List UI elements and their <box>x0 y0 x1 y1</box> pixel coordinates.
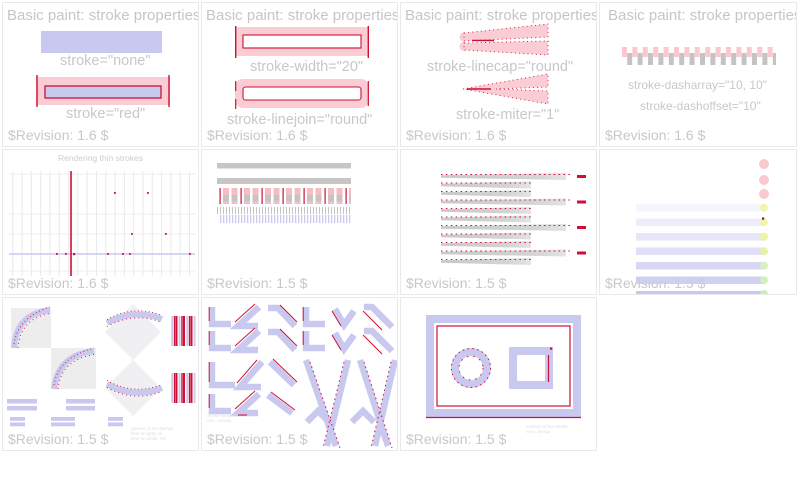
blue-comb-row <box>219 215 352 223</box>
inner-rect-outline <box>242 86 362 101</box>
blue-rect-red-stroke <box>44 85 162 99</box>
test-title: Basic paint: stroke properties <box>206 7 398 24</box>
opacity-bars-figure <box>636 159 769 294</box>
vertical-grid-lines <box>9 171 195 276</box>
gray-comb-row <box>217 207 350 214</box>
test-thumb-dash-bars[interactable]: $Revision: 1.5 $ <box>201 149 398 295</box>
red-inner-rect <box>436 325 571 407</box>
thin-strokes-grid <box>9 171 195 276</box>
pink-dots <box>759 159 769 199</box>
bars <box>636 203 768 294</box>
figure-label: stroke-dasharray="10, 10" <box>628 78 767 92</box>
figure-label: stroke-width="20" <box>250 59 364 75</box>
test-thumb-tapered-strokes[interactable]: $Revision: 1.5 $ <box>400 149 597 295</box>
solid-gray-bar <box>217 163 351 169</box>
linecap-miter-figure <box>459 23 549 105</box>
stroke-rows <box>441 173 586 265</box>
blue-arcs <box>11 306 164 397</box>
linejoin-shapes-figure <box>208 303 397 449</box>
stroke-position-figure <box>426 315 581 419</box>
dashed-arcs-figure <box>7 304 196 427</box>
pink-gray-dash-row <box>217 188 351 204</box>
horizontal-grid-lines <box>9 173 195 272</box>
blue-elbows <box>208 303 397 448</box>
fine-print: position of the stroke red = wrong <box>526 424 568 434</box>
figure-label: stroke-dashoffset="10" <box>640 99 761 113</box>
red-dot <box>550 347 553 350</box>
blue-stroked-square <box>509 347 553 389</box>
revision-text: $Revision: 1.6 $ <box>605 127 706 143</box>
stroke-none-red-figure <box>36 31 170 107</box>
test-thumb-linejoin-shapes[interactable]: stroke-linejoin: red = wrong $Revision: … <box>201 297 398 451</box>
test-thumb-stroke-none-red[interactable]: Basic paint: stroke properties stroke="n… <box>2 2 199 147</box>
fine-print: stroke-linejoin: red = wrong <box>207 413 237 423</box>
revision-text: $Revision: 1.6 $ <box>8 127 109 143</box>
dasharray-figure <box>622 47 776 65</box>
test-thumb-linecap-miter[interactable]: Basic paint: stroke properties stroke-li… <box>400 2 597 147</box>
revision-text: $Revision: 1.5 $ <box>207 431 308 447</box>
test-title: Basic paint: stroke properties <box>7 7 199 24</box>
checker-diamond <box>105 360 161 416</box>
test-thumb-stroke-width-linejoin[interactable]: Basic paint: stroke properties stroke-wi… <box>201 2 398 147</box>
revision-text: $Revision: 1.6 $ <box>207 127 308 143</box>
revision-text: $Revision: 1.5 $ <box>8 431 109 447</box>
figure-label: stroke-linejoin="round" <box>227 112 373 128</box>
revision-text: $Revision: 1.5 $ <box>207 275 308 291</box>
figure-label: stroke="red" <box>66 106 146 122</box>
stripe-block <box>170 373 196 403</box>
blue-stroked-ring <box>451 348 491 388</box>
solid-gray-bar <box>217 178 351 184</box>
stroke-width-figure <box>235 26 370 109</box>
red-reference-lines <box>208 303 393 449</box>
revision-text: $Revision: 1.6 $ <box>8 275 109 291</box>
test-thumb-thin-strokes[interactable]: Rendering thin strokes $Revision: 1.6 $ <box>2 149 199 295</box>
round-cap-wedges <box>459 23 549 56</box>
dash-bars-figure <box>217 163 352 223</box>
blue-bars <box>7 399 123 427</box>
test-thumb-stroke-position[interactable]: position of the stroke red = wrong $Revi… <box>400 297 597 451</box>
tapered-strokes-figure <box>441 173 586 265</box>
revision-text: $Revision: 1.5 $ <box>406 275 507 291</box>
figure-title: Rendering thin strokes <box>57 153 144 163</box>
test-thumb-dashed-arcs[interactable]: passes of the dashes blue on gray, ok bl… <box>2 297 199 451</box>
figure-label: stroke-miter="1" <box>456 107 560 123</box>
red-sample-dots <box>56 192 191 256</box>
revision-text: $Revision: 1.5 $ <box>406 431 507 447</box>
test-thumb-dasharray[interactable]: Basic paint: stroke properties stroke-da… <box>599 2 797 147</box>
red-dashed-circle-inner <box>458 355 484 381</box>
test-title: Basic paint: stroke properties <box>405 7 597 24</box>
figure-label: stroke="none" <box>60 53 151 69</box>
test-thumb-opacity-bars[interactable]: $Revision: 1.5 $ <box>599 149 797 295</box>
red-dashed-circle <box>451 348 491 388</box>
figure-label: stroke-linecap="round" <box>427 59 574 75</box>
inner-rect-outline <box>242 34 362 49</box>
test-title: Basic paint: stroke properties <box>608 7 797 24</box>
blue-stroked-rect <box>426 315 581 417</box>
fine-print: passes of the dashes blue on gray, ok bl… <box>131 426 174 441</box>
miter-wedge <box>462 73 549 105</box>
stripe-block <box>170 316 196 346</box>
blue-rect-no-stroke <box>41 31 162 53</box>
revision-text: $Revision: 1.6 $ <box>406 127 507 143</box>
